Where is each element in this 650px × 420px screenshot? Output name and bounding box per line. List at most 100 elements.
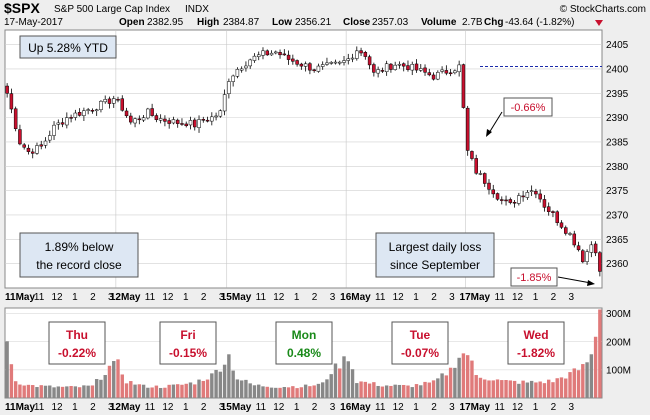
candle-body xyxy=(274,51,278,54)
price-tick-label: 2390 xyxy=(606,113,629,124)
volume-bar xyxy=(529,380,534,398)
hour-tick-label: 11 xyxy=(145,292,156,303)
hour-tick-label: 1 xyxy=(183,292,189,303)
volume-bar xyxy=(461,353,466,398)
volume-bar xyxy=(359,381,363,398)
candle-body xyxy=(448,72,453,75)
candle-body xyxy=(342,60,346,63)
candle-body xyxy=(333,61,338,64)
hour-tick-label: 2 xyxy=(201,402,207,413)
volume-bar xyxy=(222,364,227,398)
volume-bar xyxy=(525,382,530,398)
candle-body xyxy=(77,112,82,116)
volume-bar xyxy=(56,386,61,398)
volume-bar xyxy=(363,381,368,398)
volume-tick-label: 200M xyxy=(606,337,631,348)
day-name-label: Thu xyxy=(66,328,88,342)
hour-tick-label: 2 xyxy=(431,402,437,413)
candle-body xyxy=(487,182,491,190)
hour-tick-label: 11 xyxy=(375,402,386,413)
volume-bar xyxy=(431,380,436,398)
volume-bar xyxy=(585,362,589,398)
day-change-box: Mon 0.48% xyxy=(275,321,333,365)
drop-open-arrow xyxy=(488,111,503,134)
candle-body xyxy=(546,206,551,212)
volume-bar xyxy=(325,379,329,398)
volume-bar xyxy=(77,387,82,398)
volume-bar xyxy=(534,382,538,398)
day-tick-label: 12May xyxy=(110,402,141,413)
candle-body xyxy=(158,118,163,121)
candle-body xyxy=(30,151,35,154)
candle-body xyxy=(414,63,419,71)
volume-bar xyxy=(478,377,483,398)
candle-body xyxy=(431,74,436,80)
volume-bar xyxy=(133,384,137,398)
candle-body xyxy=(48,135,52,141)
hour-tick-label: 3 xyxy=(219,402,225,413)
hour-tick-label: 12 xyxy=(512,402,524,413)
volume-bar xyxy=(129,381,133,398)
candle-body xyxy=(598,252,602,272)
volume-tick-label: 300M xyxy=(606,309,631,320)
volume-bar xyxy=(90,385,95,398)
volume-bar xyxy=(60,386,65,398)
drop-open-text: -0.66% xyxy=(511,102,546,114)
candle-body xyxy=(521,195,525,198)
volume-bar xyxy=(440,373,444,398)
volume-bar xyxy=(73,386,78,398)
volume-bar xyxy=(239,380,244,398)
volume-bar xyxy=(197,379,201,398)
volume-bar xyxy=(184,383,188,398)
day-change-label: -0.15% xyxy=(169,346,207,360)
volume-bar xyxy=(278,387,282,398)
daily-change-boxes: Thu -0.22% Fri -0.15% Mon 0.48% Tue -0.07% Wed -1… xyxy=(48,321,565,365)
candle-body xyxy=(406,65,410,70)
volume-bar xyxy=(500,380,504,398)
volume-bar xyxy=(308,386,312,398)
candle-body xyxy=(495,193,500,200)
volume-bar xyxy=(581,364,585,398)
open-value: 2382.95 xyxy=(147,17,184,28)
hour-tick-label: 12 xyxy=(162,402,174,413)
candle-body xyxy=(188,120,193,126)
candle-body xyxy=(146,108,150,119)
volume-bar xyxy=(303,384,308,398)
ytd-text: Up 5.28% YTD xyxy=(28,41,108,55)
day-tick-label: 11May xyxy=(5,402,35,413)
candle-body xyxy=(508,199,513,203)
volume-bar xyxy=(380,386,385,398)
candle-body xyxy=(372,64,376,73)
hour-tick-label: 11 xyxy=(145,402,156,413)
candle-body xyxy=(410,64,414,71)
candle-body xyxy=(120,98,125,111)
candle-body xyxy=(193,119,197,128)
candle-body xyxy=(52,124,56,136)
drop-close-callout: -1.85% xyxy=(510,267,595,287)
volume-bar xyxy=(572,368,576,398)
volume-bar xyxy=(286,387,291,398)
candle-body xyxy=(227,81,231,94)
index-name-label: S&P 500 Large Cap Index xyxy=(54,4,170,15)
candle-body xyxy=(576,245,581,251)
volume-bar xyxy=(257,384,261,398)
day-tick-label: 17May xyxy=(460,292,491,303)
hour-tick-label: 11 xyxy=(34,402,45,413)
volume-bar xyxy=(188,382,193,398)
low-label: Low xyxy=(272,17,292,28)
volume-bar xyxy=(180,384,184,398)
volume-bar xyxy=(205,379,210,398)
candle-body xyxy=(325,62,329,65)
candle-body xyxy=(504,199,508,202)
volume-bar xyxy=(568,372,572,398)
candle-body xyxy=(43,140,48,146)
hour-tick-label: 1 xyxy=(72,292,78,303)
candle-body xyxy=(265,50,269,56)
volume-bar xyxy=(338,368,342,398)
day-change-label: 0.48% xyxy=(287,346,321,360)
volume-bar xyxy=(436,378,440,398)
candle-body xyxy=(90,110,95,112)
hour-tick-label: 3 xyxy=(569,292,575,303)
volume-bar xyxy=(453,367,457,398)
